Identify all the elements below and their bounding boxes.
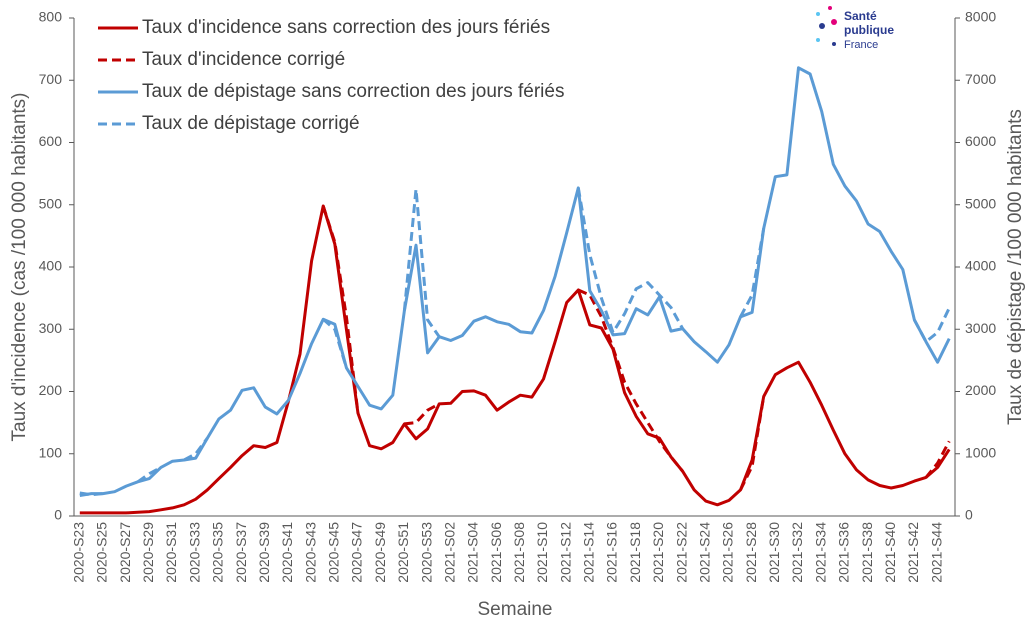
x-tick-label: 2020-S41 [279, 522, 295, 583]
x-tick-label: 2020-S53 [418, 522, 434, 583]
x-tick-label: 2021-S40 [882, 522, 898, 583]
x-tick-label: 2021-S34 [812, 522, 828, 583]
x-tick-label: 2020-S51 [395, 522, 411, 583]
y-axis-title: Taux d'incidence (cas /100 000 habitants… [9, 92, 30, 441]
x-tick-label: 2020-S35 [210, 522, 226, 583]
x-tick-label: 2020-S43 [302, 522, 318, 583]
x-tick-label: 2020-S37 [233, 522, 249, 583]
y2-tick-label: 4000 [965, 258, 996, 274]
series-line [321, 205, 951, 491]
x-tick-label: 2020-S27 [117, 522, 133, 583]
legend-label: Taux d'incidence corrigé [142, 49, 345, 70]
legend-label: Taux de dépistage sans correction des jo… [142, 81, 564, 102]
x-tick-label: 2021-S30 [766, 522, 782, 583]
x-tick-label: 2020-S23 [70, 522, 86, 583]
y2-tick-label: 6000 [965, 133, 996, 149]
y-tick-label: 200 [39, 382, 63, 398]
x-tick-label: 2020-S47 [349, 522, 365, 583]
x-axis-title: Semaine [478, 599, 553, 620]
x-tick-label: 2021-S06 [488, 522, 504, 583]
x-tick-label: 2021-S18 [627, 522, 643, 583]
x-tick-label: 2020-S49 [372, 522, 388, 583]
y-tick-label: 500 [39, 195, 63, 211]
x-tick-label: 2021-S24 [696, 522, 712, 583]
logo-dot [816, 12, 820, 16]
logo-dot [832, 42, 836, 46]
x-tick-label: 2021-S32 [789, 522, 805, 583]
x-tick-label: 2021-S42 [905, 522, 921, 583]
y2-axis-title: Taux de dépistage /100 000 habitants [1005, 109, 1026, 425]
logo-text: publique [844, 23, 894, 37]
x-tick-label: 2021-S38 [859, 522, 875, 583]
x-tick-label: 2020-S25 [94, 522, 110, 583]
y-tick-label: 800 [39, 9, 63, 25]
x-tick-label: 2021-S02 [441, 522, 457, 583]
x-tick-label: 2021-S22 [673, 522, 689, 583]
y2-tick-label: 8000 [965, 9, 996, 25]
y2-tick-label: 7000 [965, 71, 996, 87]
x-tick-label: 2021-S04 [465, 522, 481, 583]
x-tick-label: 2021-S28 [743, 522, 759, 583]
y-tick-label: 0 [54, 507, 62, 523]
logo: Santé publique France [816, 6, 894, 51]
y-tick-label: 300 [39, 320, 63, 336]
y2-tick-label: 0 [965, 507, 973, 523]
y2-tick-label: 3000 [965, 320, 996, 336]
x-tick-label: 2020-S33 [186, 522, 202, 583]
y2-tick-label: 1000 [965, 444, 996, 460]
y-tick-label: 700 [39, 71, 63, 87]
y-tick-label: 400 [39, 258, 63, 274]
x-tick-label: 2020-S29 [140, 522, 156, 583]
y-tick-label: 100 [39, 444, 63, 460]
x-tick-label: 2021-S20 [650, 522, 666, 583]
x-tick-label: 2020-S31 [163, 522, 179, 583]
series-line [79, 187, 951, 497]
logo-dot [819, 23, 825, 29]
legend-label: Taux de dépistage corrigé [142, 113, 360, 134]
x-tick-label: 2021-S36 [836, 522, 852, 583]
x-tick-label: 2021-S08 [511, 522, 527, 583]
x-tick-label: 2021-S14 [581, 522, 597, 583]
logo-text: France [844, 39, 878, 51]
y-tick-label: 600 [39, 133, 63, 149]
x-tick-label: 2021-S12 [557, 522, 573, 583]
y2-tick-label: 5000 [965, 195, 996, 211]
logo-dot [831, 19, 837, 25]
y2-tick-label: 2000 [965, 382, 996, 398]
x-tick-label: 2021-S16 [604, 522, 620, 583]
logo-text: Santé [844, 9, 877, 23]
x-tick-label: 2021-S10 [534, 522, 550, 583]
logo-dot [816, 38, 820, 42]
x-tick-label: 2020-S39 [256, 522, 272, 583]
legend-label: Taux d'incidence sans correction des jou… [142, 17, 550, 38]
x-tick-label: 2021-S26 [720, 522, 736, 583]
x-tick-label: 2021-S44 [928, 522, 944, 583]
series-line [79, 66, 951, 497]
series-line [79, 204, 951, 515]
logo-dot [828, 6, 832, 10]
x-tick-label: 2020-S45 [326, 522, 342, 583]
